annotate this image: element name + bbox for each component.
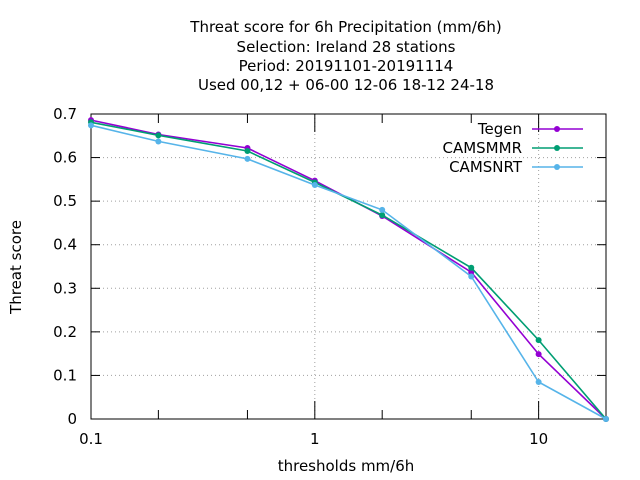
- data-point-camsnrt: [535, 378, 542, 385]
- legend-item-camsnrt: CAMSNRT: [449, 158, 583, 176]
- data-point-camsnrt: [311, 182, 318, 189]
- chart-title-line-2: Selection: Ireland 28 stations: [237, 38, 456, 56]
- data-point-camsnrt: [155, 138, 162, 145]
- data-point-camsnrt: [379, 206, 386, 213]
- axis-ticks: [90, 113, 607, 420]
- legend-item-camsmmr: CAMSMMR: [442, 139, 583, 157]
- legend-marker: [554, 164, 560, 170]
- data-point-camsnrt: [88, 122, 94, 129]
- legend-label: CAMSNRT: [449, 158, 523, 176]
- legend-label: CAMSMMR: [442, 139, 522, 157]
- data-point-tegen: [468, 269, 475, 276]
- legend-label: Tegen: [477, 120, 522, 138]
- y-tick-label: 0.5: [53, 192, 77, 210]
- x-axis-label: thresholds mm/6h: [278, 457, 415, 475]
- legend-item-tegen: Tegen: [477, 120, 583, 138]
- legend-marker: [554, 145, 560, 151]
- data-point-camsnrt: [468, 273, 475, 280]
- y-tick-label: 0.7: [53, 105, 77, 123]
- axes: [90, 113, 607, 420]
- series-line-tegen: [90, 119, 607, 420]
- x-tick-label: 10: [529, 430, 548, 448]
- chart-title: Threat score for 6h Precipitation (mm/6h…: [189, 18, 501, 94]
- y-tick-label: 0.3: [53, 279, 77, 297]
- data-point-camsnrt: [603, 416, 609, 422]
- y-tick-label: 0.1: [53, 366, 77, 384]
- series-tegen: [88, 117, 609, 422]
- legend-marker: [554, 126, 560, 132]
- x-tick-label: 1: [310, 430, 320, 448]
- grid-lines: [91, 114, 606, 419]
- y-tick-label: 0: [67, 410, 77, 428]
- series-line-camsnrt: [90, 124, 607, 420]
- y-tick-label: 0.6: [53, 149, 77, 167]
- y-axis-label: Threat score: [7, 220, 25, 315]
- axis-tick-labels: 00.10.20.30.40.50.60.70.1 1 10: [53, 105, 548, 448]
- data-point-camsnrt: [244, 155, 251, 162]
- y-tick-label: 0.4: [53, 236, 77, 254]
- data-point-camsmmr: [379, 212, 386, 219]
- series-camsnrt: [88, 122, 609, 422]
- data-series: [88, 117, 609, 422]
- y-tick-label: 0.2: [53, 323, 77, 341]
- series-camsmmr: [88, 119, 609, 422]
- data-point-camsmmr: [468, 264, 475, 271]
- data-point-camsmmr: [535, 337, 542, 344]
- series-line-camsmmr: [90, 121, 607, 420]
- data-point-camsmmr: [155, 132, 162, 139]
- data-point-camsmmr: [244, 148, 251, 155]
- plot-border: [90, 113, 607, 420]
- data-point-tegen: [535, 351, 542, 358]
- chart-title-line-1: Threat score for 6h Precipitation (mm/6h…: [189, 18, 501, 36]
- chart-title-line-4: Used 00,12 + 06-00 12-06 18-12 24-18: [198, 76, 494, 94]
- chart-title-line-3: Period: 20191101-20191114: [239, 57, 454, 75]
- x-tick-label: 0.1: [79, 430, 103, 448]
